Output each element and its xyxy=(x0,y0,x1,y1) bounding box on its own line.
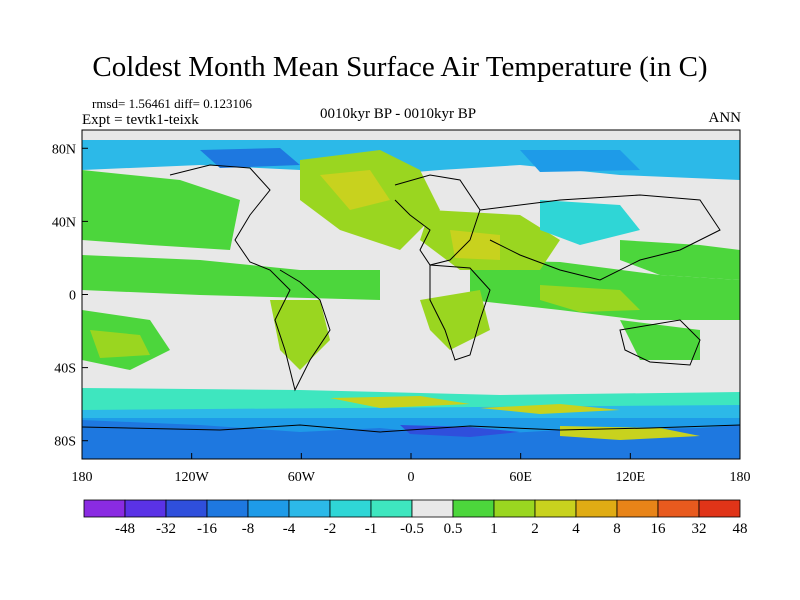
colorbar-box xyxy=(83,499,126,518)
colorbar-label: -16 xyxy=(197,521,217,537)
arctic-deep-patch xyxy=(200,148,300,168)
colorbar-box xyxy=(616,499,659,518)
stats-line: rmsd= 1.56461 diff= 0.123106 xyxy=(92,96,252,111)
southern-warm-patch xyxy=(330,396,470,408)
atlantic-core xyxy=(320,170,390,210)
colorbar-boxes xyxy=(83,499,741,518)
experiment-line: Expt = tevtk1-teixk xyxy=(82,112,199,128)
colorbar-label: 4 xyxy=(572,521,580,537)
antarctic-patch xyxy=(400,425,520,437)
tropical-band-west xyxy=(82,255,380,300)
australia-coast xyxy=(619,319,701,366)
asia-cool-patch xyxy=(540,200,640,245)
coastlines xyxy=(82,164,740,433)
x-tick-label: 180 xyxy=(72,470,93,485)
europe-coast xyxy=(394,174,481,266)
colorbar-label: -48 xyxy=(115,521,135,537)
indian-ocean-patch xyxy=(540,285,640,312)
colorbar-box xyxy=(288,499,331,518)
australia-patch xyxy=(620,320,700,360)
x-tick-label: 60E xyxy=(509,470,532,485)
chart-title: Coldest Month Mean Surface Air Temperatu… xyxy=(92,51,708,83)
map-field xyxy=(82,130,740,459)
north-pacific-east xyxy=(82,170,240,250)
y-tick-label: 80S xyxy=(54,435,76,450)
colorbar-box xyxy=(698,499,741,518)
y-tick-label: 80N xyxy=(52,142,76,157)
colorbar-box xyxy=(370,499,413,518)
colorbar-box xyxy=(657,499,700,518)
colorbar-label: 16 xyxy=(651,521,667,537)
colorbar-label: 32 xyxy=(692,521,707,537)
americas-coast xyxy=(169,164,331,392)
arabia-core xyxy=(450,230,500,260)
colorbar-box xyxy=(493,499,536,518)
y-tick-label: 0 xyxy=(69,289,76,304)
asia-coast xyxy=(479,194,721,281)
colorbar-label: 48 xyxy=(733,521,748,537)
colorbar-box xyxy=(575,499,618,518)
colorbar-box xyxy=(411,499,454,518)
southern-warm-patch-2 xyxy=(480,404,620,414)
antarctica-coast xyxy=(82,424,740,433)
colorbar-labels: -48 -32 -16 -8 -4 -2 -1 -0.5 0.5 1 2 4 8 16 32 48 xyxy=(115,521,748,537)
colorbar-box xyxy=(206,499,249,518)
africa-coast xyxy=(429,264,491,361)
colorbar-label: -4 xyxy=(283,521,296,537)
y-tick-label: 40N xyxy=(52,215,76,230)
x-tick-label: 60W xyxy=(288,470,316,485)
siberia-cold-patch xyxy=(520,150,640,172)
colorbar-box xyxy=(329,499,372,518)
colorbar-label: 8 xyxy=(613,521,621,537)
africa-warm xyxy=(420,290,490,350)
colorbar-box xyxy=(247,499,290,518)
x-axis: 180 120W 60W 0 60E 120E 180 xyxy=(72,453,751,485)
x-tick-label: 120E xyxy=(616,470,646,485)
period-line: 0010kyr BP - 0010kyr BP xyxy=(320,106,477,122)
south-pacific-core xyxy=(90,330,150,358)
colorbar-box xyxy=(534,499,577,518)
colorbar-box xyxy=(124,499,167,518)
x-tick-label: 180 xyxy=(730,470,751,485)
colorbar-label: -32 xyxy=(156,521,176,537)
colorbar-box xyxy=(165,499,208,518)
y-axis: 80N 40N 0 40S 80S xyxy=(52,142,88,450)
colorbar-label: 1 xyxy=(490,521,498,537)
y-tick-label: 40S xyxy=(54,362,76,377)
x-tick-label: 120W xyxy=(175,470,210,485)
north-pacific-west xyxy=(620,240,740,280)
colorbar-label: -0.5 xyxy=(400,521,424,537)
colorbar-box xyxy=(452,499,495,518)
season-label: ANN xyxy=(708,110,742,126)
colorbar-label: 2 xyxy=(531,521,539,537)
antarctic-deep xyxy=(82,420,740,459)
colorbar-label: 0.5 xyxy=(444,521,463,537)
colorbar-label: -8 xyxy=(242,521,255,537)
x-tick-label: 0 xyxy=(408,470,415,485)
colorbar-label: -2 xyxy=(324,521,337,537)
colorbar-label: -1 xyxy=(365,521,378,537)
